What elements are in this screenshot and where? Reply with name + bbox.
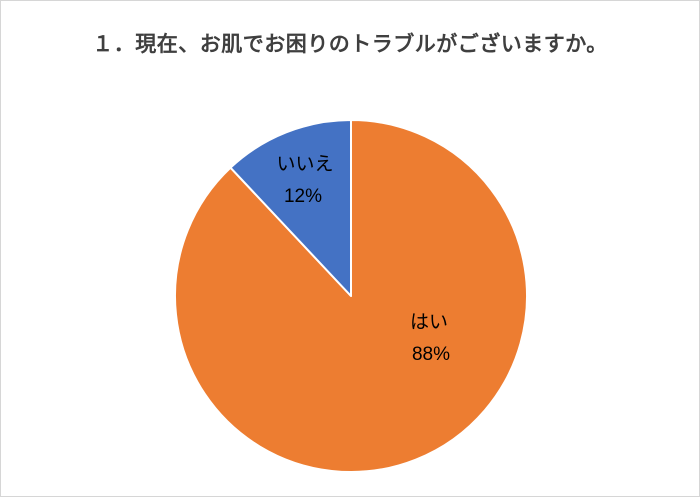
pie-slice-1 xyxy=(229,119,352,297)
pie-label-yes-value: 88% xyxy=(412,344,450,365)
chart-title: １．現在、お肌でお困りのトラブルがございますか。 xyxy=(92,33,608,56)
pie-label-no-category: いいえ xyxy=(276,154,333,175)
pie-label-yes-category: はい xyxy=(410,312,448,333)
pie-slice-0 xyxy=(174,119,528,473)
pie-label-no-value: 12% xyxy=(284,186,322,207)
pie-slices xyxy=(174,119,528,473)
